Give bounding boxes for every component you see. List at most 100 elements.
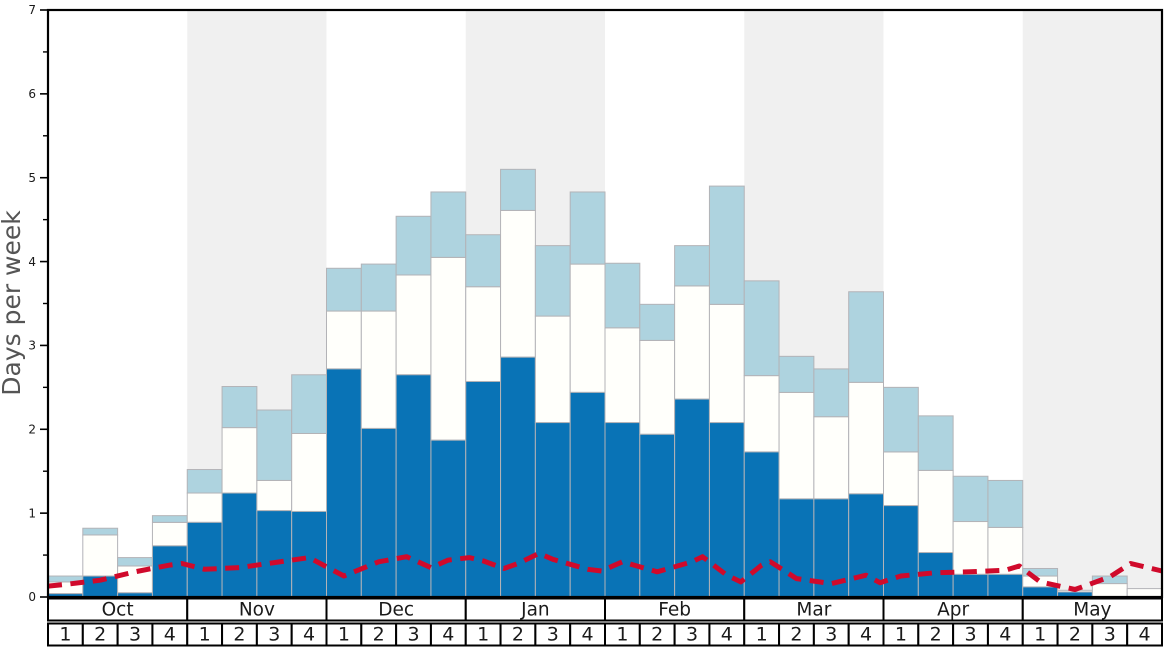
y-tick-label: 0 [28,590,36,604]
bar-segment-white [639,339,676,435]
month-label: Nov [239,600,275,621]
y-tick-label: 5 [28,171,36,185]
week-number-label: 2 [790,624,802,646]
bar-segment-light-blue [117,557,153,567]
bar-segment-dark-blue [430,439,467,598]
week-number-label: 1 [1034,624,1046,646]
week-number-label: 4 [860,624,872,646]
week-number-label: 4 [999,624,1011,646]
week-number-label: 4 [721,624,733,646]
week-number-label: 2 [233,624,245,646]
bar-segment-white [151,521,188,547]
bar-segment-white [430,256,467,441]
bar-segment-light-blue [326,267,362,312]
month-label: Feb [658,600,691,621]
week-number-label: 3 [686,624,698,646]
bar-segment-light-blue [500,168,536,211]
bar-segment-light-blue [778,355,815,393]
week-number-label: 1 [616,624,628,646]
bar-segment-dark-blue [534,422,571,598]
bar-segment-white [883,451,919,507]
month-label: Dec [378,600,414,621]
y-tick-label: 7 [28,3,36,17]
bar-segment-white [848,381,884,495]
bar-segment-white [1126,588,1163,598]
plot-border [46,8,1164,599]
week-number-label: 4 [442,624,454,646]
week-number-label: 3 [1104,624,1116,646]
bar-segment-dark-blue [952,573,989,598]
bar-segment-white [708,303,745,424]
bar-segment-dark-blue [360,427,397,598]
bar-segment-light-blue [430,191,467,258]
week-number-label: 2 [651,624,663,646]
month-band-may [1022,10,1162,597]
week-cell [1126,622,1163,647]
bar-segment-light-blue [743,280,780,377]
bar-segment-light-blue [534,245,571,317]
week-number-label: 4 [164,624,176,646]
bar-segment-light-blue [569,191,606,265]
bar-segment-white [778,391,815,500]
bar-segment-white [674,285,710,400]
bar-segment-light-blue [465,234,502,288]
month-label: Jan [520,600,550,621]
week-number-label: 1 [199,624,211,646]
bar-segment-white [534,315,571,424]
bar-segment-light-blue [813,368,850,418]
bar-segment-light-blue [604,262,641,329]
y-tick-label: 3 [28,339,36,353]
bar-segment-dark-blue [569,391,606,598]
week-number-label: 3 [129,624,141,646]
bar-segment-light-blue [82,527,119,536]
week-number-label: 2 [373,624,385,646]
month-label: Mar [796,600,831,621]
bar-segment-dark-blue [1022,586,1059,598]
bar-segment-white [465,286,502,382]
week-number-label: 3 [547,624,559,646]
bar-segment-white [569,263,606,393]
month-label: Apr [937,600,969,621]
bar-segment-white [256,479,293,512]
y-tick-label: 2 [28,422,36,436]
week-number-label: 4 [303,624,315,646]
week-number-label: 1 [895,624,907,646]
bar-segment-dark-blue [743,451,780,598]
bar-segment-white [221,427,258,494]
bar-segment-light-blue [291,374,327,434]
bar-segment-light-blue [639,303,676,341]
bar-segment-light-blue [221,386,258,429]
week-number-label: 1 [338,624,350,646]
bar-segment-dark-blue [987,573,1024,598]
y-tick-label: 6 [28,87,36,101]
y-tick-label: 1 [28,506,36,520]
bar-segment-light-blue [1091,575,1128,585]
bar-segment-dark-blue [604,422,641,598]
bar-segment-dark-blue [186,521,223,598]
bar-segment-dark-blue [256,510,293,598]
week-number-label: 3 [964,624,976,646]
bar-segment-light-blue [883,386,919,453]
week-number-label: 4 [1139,624,1151,646]
week-number-label: 3 [825,624,837,646]
week-number-label: 2 [512,624,524,646]
bar-segment-light-blue [848,291,884,383]
month-label: May [1073,600,1111,621]
trend-line [47,550,1163,592]
bar-segment-light-blue [186,469,223,494]
bar-segment-white [360,310,397,429]
bar-segment-light-blue [1022,567,1059,577]
bar-segment-white [917,469,954,554]
bar-segment-light-blue [952,475,989,523]
month-cell [1021,597,1163,622]
bar-segment-white [813,416,850,500]
bar-segment-light-blue [674,245,710,287]
week-number-label: 3 [407,624,419,646]
bar-segment-white [186,492,223,523]
week-number-label: 1 [59,624,71,646]
bar-segment-dark-blue [151,545,188,598]
y-axis-title: Days per week [0,210,26,396]
bar-segment-dark-blue [221,492,258,598]
